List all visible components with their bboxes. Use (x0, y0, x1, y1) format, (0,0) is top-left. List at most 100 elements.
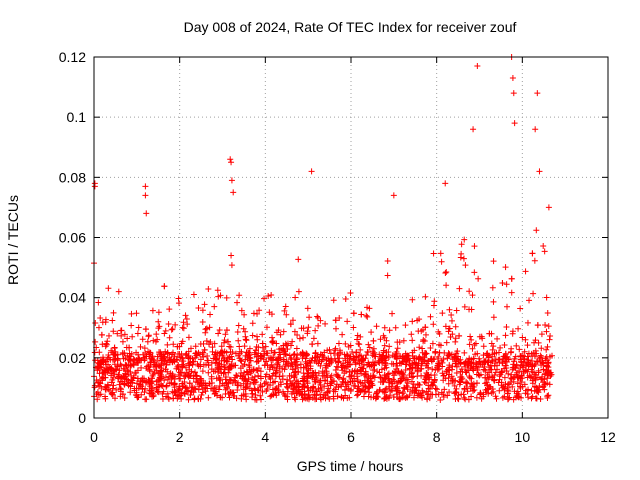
data-point (142, 183, 149, 190)
data-point (382, 357, 389, 364)
data-point (257, 392, 264, 399)
data-point (382, 375, 389, 382)
y-tick-label: 0.02 (59, 350, 86, 366)
data-point (509, 383, 516, 390)
data-point (540, 360, 547, 367)
data-point (457, 254, 464, 261)
data-point (289, 366, 296, 373)
data-point (291, 328, 298, 335)
data-point (302, 358, 309, 365)
data-point (429, 366, 436, 373)
data-point (227, 377, 234, 384)
data-point (414, 380, 421, 387)
data-point (265, 292, 272, 299)
data-point (432, 385, 439, 392)
data-point (261, 348, 268, 355)
data-point (103, 365, 110, 372)
data-point (430, 250, 437, 257)
data-point (300, 334, 307, 341)
data-point (276, 373, 283, 380)
data-point (443, 268, 450, 275)
data-point (186, 366, 193, 373)
data-point (386, 383, 393, 390)
data-point (355, 340, 362, 347)
data-point (480, 343, 487, 350)
data-point (92, 320, 99, 327)
data-point (339, 364, 346, 371)
data-point (386, 327, 393, 334)
data-point (312, 327, 319, 334)
data-point (291, 350, 298, 357)
data-point (323, 357, 330, 364)
x-axis-label: GPS time / hours (297, 458, 404, 474)
data-point (121, 381, 128, 388)
data-point (509, 330, 516, 337)
data-point (195, 386, 202, 393)
data-point (430, 379, 437, 386)
data-point (435, 360, 442, 367)
y-tick-label: 0.1 (67, 109, 87, 125)
data-point (534, 90, 541, 97)
data-point (476, 358, 483, 365)
data-point (265, 354, 272, 361)
data-point (224, 358, 231, 365)
data-point (520, 360, 527, 367)
data-point (255, 387, 262, 394)
data-point (236, 355, 243, 362)
data-point (480, 352, 487, 359)
data-point (381, 389, 388, 396)
data-point (113, 386, 120, 393)
data-point (102, 386, 109, 393)
data-point (157, 370, 164, 377)
data-point (478, 333, 485, 340)
data-point (117, 327, 124, 334)
data-point (503, 281, 510, 288)
data-point (442, 323, 449, 330)
data-point (423, 374, 430, 381)
data-point (444, 392, 451, 399)
data-point (257, 352, 264, 359)
data-point (227, 156, 234, 163)
data-point (109, 389, 116, 396)
data-point (307, 373, 314, 380)
data-point (229, 349, 236, 356)
data-point (356, 351, 363, 358)
data-point (236, 292, 243, 299)
data-point (410, 394, 417, 401)
data-point (267, 393, 274, 400)
data-point (156, 323, 163, 330)
data-point (199, 319, 206, 326)
data-point (218, 357, 225, 364)
data-point (138, 364, 145, 371)
data-point (281, 307, 288, 314)
data-point (134, 394, 141, 401)
x-tick-label: 12 (600, 429, 616, 445)
data-point (255, 365, 262, 372)
data-point (275, 389, 282, 396)
data-point (470, 126, 477, 133)
data-point (263, 324, 270, 331)
data-point (310, 370, 317, 377)
data-point (434, 386, 441, 393)
data-point (280, 328, 287, 335)
data-point (111, 344, 118, 351)
data-point (158, 355, 165, 362)
data-point (443, 282, 450, 289)
data-point (350, 353, 357, 360)
data-point (539, 384, 546, 391)
data-point (536, 383, 543, 390)
data-point (263, 358, 270, 365)
data-point (128, 310, 135, 317)
data-point (519, 334, 526, 341)
data-point (354, 336, 361, 343)
data-point (222, 374, 229, 381)
data-point (261, 295, 268, 302)
data-point (477, 389, 484, 396)
data-point (425, 364, 432, 371)
data-point (261, 380, 268, 387)
data-point (425, 358, 432, 365)
data-point (301, 383, 308, 390)
data-point (413, 387, 420, 394)
data-point (314, 340, 321, 347)
